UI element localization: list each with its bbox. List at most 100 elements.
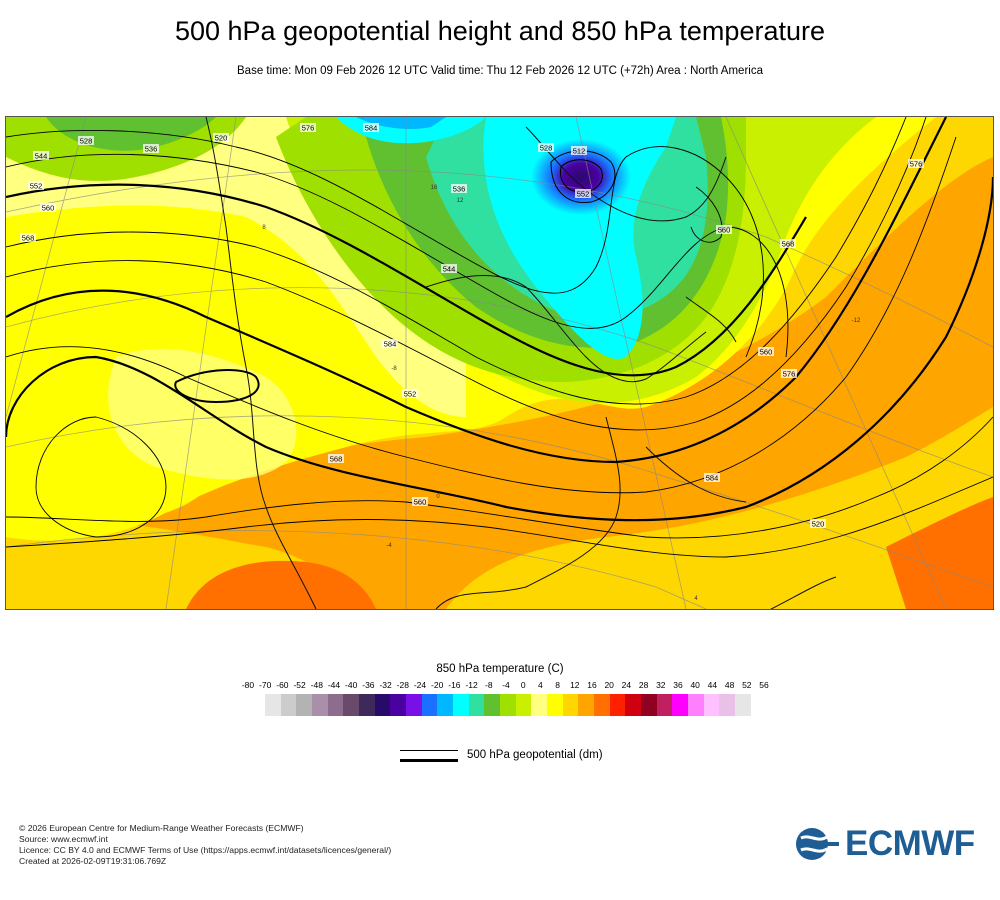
contour-label: 576 xyxy=(908,159,924,169)
colorbar-tick-label: -24 xyxy=(413,680,427,690)
svg-text:576: 576 xyxy=(302,124,315,133)
svg-text:560: 560 xyxy=(760,348,773,357)
colorbar-swatch xyxy=(327,694,344,716)
svg-text:560: 560 xyxy=(42,204,55,213)
colorbar-tick-label: -60 xyxy=(276,680,289,690)
colorbar-tick-label: 32 xyxy=(656,680,666,690)
colorbar-swatch xyxy=(609,694,626,716)
temperature-label: 12 xyxy=(457,198,464,204)
svg-text:584: 584 xyxy=(384,340,397,349)
contour-label: 560 xyxy=(40,203,56,213)
colorbar-tick-label: -44 xyxy=(327,680,341,690)
colorbar-ticks: -80 -70 -60 -52 -48 -44 -40 -36 -32 -28 -24 -20 -16-… xyxy=(240,680,769,692)
colorbar-swatch xyxy=(672,694,689,716)
colorbar-swatch xyxy=(343,694,360,716)
svg-text:520: 520 xyxy=(215,134,228,143)
svg-text:576: 576 xyxy=(910,160,923,169)
colorbar-tick-label: -12 xyxy=(465,680,478,690)
contour-label: 512 xyxy=(571,146,587,156)
contour-label: 552 xyxy=(575,189,591,199)
colorbar-tick-label: -8 xyxy=(485,680,493,690)
colorbar-tick-label: 0 xyxy=(520,680,526,690)
temperature-label: 16 xyxy=(431,185,438,191)
contour-label: 520 xyxy=(810,519,826,529)
svg-text:512: 512 xyxy=(573,147,586,156)
contour-label: 560 xyxy=(412,497,428,507)
colorbar-tick-label: -20 xyxy=(431,680,444,690)
graticule xyxy=(6,117,993,609)
contour-label: 520 xyxy=(213,133,229,143)
contour-label: 576 xyxy=(781,369,797,379)
contour-label: 544 xyxy=(33,151,49,161)
svg-text:560: 560 xyxy=(718,226,731,235)
svg-text:584: 584 xyxy=(706,474,719,483)
colorbar-tick-label: -48 xyxy=(310,680,323,690)
contour-label: 568 xyxy=(20,233,36,243)
contour-label: 560 xyxy=(758,347,774,357)
svg-text:544: 544 xyxy=(35,152,48,161)
colorbar-tick-label: 56 xyxy=(759,680,769,690)
svg-text:528: 528 xyxy=(80,137,93,146)
colorbar-tick-label: 40 xyxy=(690,680,700,690)
colorbar-swatch xyxy=(625,694,642,716)
geopotential-contours xyxy=(6,117,993,558)
contour-label: 528 xyxy=(538,143,554,153)
colorbar-tick-label: 36 xyxy=(673,680,683,690)
colorbar-tick-label: 20 xyxy=(604,680,614,690)
contour-label: 584 xyxy=(382,339,398,349)
temperature-label: -8 xyxy=(391,366,397,372)
colorbar-tick-label: -36 xyxy=(362,680,375,690)
contour-label: 528 xyxy=(78,136,94,146)
contour-label: 552 xyxy=(402,389,418,399)
contour-label: 560 xyxy=(716,225,732,235)
colorbar-swatch xyxy=(719,694,736,716)
svg-text:568: 568 xyxy=(330,455,343,464)
chart-title: 500 hPa geopotential height and 850 hPa … xyxy=(174,16,825,46)
ecmwf-logo-icon xyxy=(796,828,840,860)
colorbar-swatch xyxy=(703,694,720,716)
colorbar-tick-label: -28 xyxy=(396,680,409,690)
colorbar-tick-label: -16 xyxy=(448,680,461,690)
contour-label: 568 xyxy=(328,454,344,464)
colorbar-tick-label: -32 xyxy=(379,680,392,690)
colorbar-tick-label: 28 xyxy=(638,680,649,690)
colorbar-swatch xyxy=(312,694,328,716)
temperature-label: 4 xyxy=(694,596,698,602)
temperature-label: -12 xyxy=(852,318,861,324)
colorbar-tick-label: 24 xyxy=(621,680,632,690)
svg-text:520: 520 xyxy=(812,520,825,529)
colorbar-tick-label: -80 xyxy=(241,680,255,690)
forecast-map[interactable]: 520 528 536 544 552 560 568 576 584 536 544 552 560 5… xyxy=(5,116,994,610)
ecmwf-logo: ECMWF xyxy=(795,824,975,863)
colorbar-swatch xyxy=(406,694,422,716)
contour-label: 576 xyxy=(300,123,316,133)
colorbar-tick-label: -40 xyxy=(345,680,358,690)
colorbar-title: 850 hPa temperature (C) xyxy=(436,663,564,675)
contour-label: 584 xyxy=(704,473,720,483)
colorbar-swatch xyxy=(735,694,751,716)
colorbar-tick-label: -52 xyxy=(293,680,306,690)
colorbar xyxy=(265,694,751,716)
colorbar-swatch xyxy=(500,694,516,716)
chart-subtitle: Base time: Mon 09 Feb 2026 12 UTC Valid … xyxy=(237,65,763,77)
colorbar-swatch xyxy=(390,694,407,716)
source-line: Source: www.ecmwf.int xyxy=(19,834,108,844)
svg-text:552: 552 xyxy=(404,390,417,399)
svg-text:560: 560 xyxy=(414,498,427,507)
colorbar-swatch xyxy=(641,694,657,716)
colorbar-swatch xyxy=(562,694,579,716)
colorbar-swatch xyxy=(484,694,501,716)
colorbar-swatch xyxy=(421,694,438,716)
svg-text:584: 584 xyxy=(365,124,378,133)
licence-line: Licence: CC BY 4.0 and ECMWF Terms of Us… xyxy=(19,845,392,855)
created-line: Created at 2026-02-09T19:31:06.769Z xyxy=(19,856,167,866)
contour-label: 568 xyxy=(780,239,796,249)
copyright-line: © 2026 European Centre for Medium-Range … xyxy=(19,823,304,833)
colorbar-swatch xyxy=(359,694,375,716)
temperature-label: 8 xyxy=(262,225,266,231)
temperature-label: -4 xyxy=(386,543,392,549)
svg-text:544: 544 xyxy=(443,265,456,274)
contour-label: 544 xyxy=(441,264,457,274)
colorbar-swatch xyxy=(453,694,469,716)
svg-text:568: 568 xyxy=(782,240,795,249)
